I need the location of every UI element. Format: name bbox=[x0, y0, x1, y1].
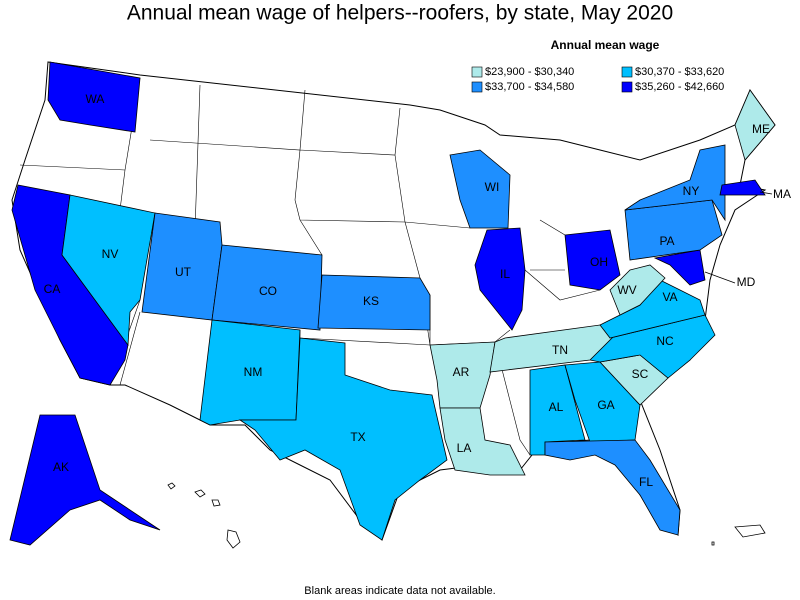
state-shape bbox=[624, 144, 726, 222]
legend-title: Annual mean wage bbox=[551, 38, 660, 52]
state-label: KS bbox=[363, 294, 379, 308]
state-label: FL bbox=[639, 475, 653, 489]
state-label: WV bbox=[617, 283, 636, 297]
state-label: LA bbox=[457, 441, 472, 455]
state-label: TX bbox=[350, 430, 365, 444]
state-label: WA bbox=[86, 92, 105, 106]
state-shape bbox=[544, 439, 681, 536]
state-label: MA bbox=[773, 187, 791, 201]
state-shape bbox=[9, 414, 161, 546]
state-label: AK bbox=[53, 460, 69, 474]
state-shape bbox=[47, 61, 141, 133]
state-shape bbox=[317, 274, 431, 331]
state-shape bbox=[439, 407, 526, 476]
footnote: Blank areas indicate data not available. bbox=[304, 585, 495, 597]
legend-swatch bbox=[471, 66, 483, 78]
state-label: PA bbox=[659, 234, 674, 248]
state-shape bbox=[564, 229, 621, 291]
states: WA CA NV UT CO KS NM TX AR LA AL GA FL SC NC TN VA WV MD OH… bbox=[9, 61, 791, 546]
state-label: NM bbox=[244, 365, 263, 379]
state-shape bbox=[449, 149, 511, 229]
state-shape bbox=[238, 337, 448, 541]
state-label: SC bbox=[632, 367, 649, 381]
legend-label: $33,700 - $34,580 bbox=[485, 81, 574, 93]
legend-label: $30,370 - $33,620 bbox=[635, 66, 724, 78]
legend-swatch bbox=[471, 81, 483, 93]
state-label: UT bbox=[175, 265, 192, 279]
state-label: OH bbox=[590, 255, 608, 269]
state-label: GA bbox=[597, 398, 614, 412]
state-label: MD bbox=[737, 275, 756, 289]
leader-lines bbox=[704, 191, 773, 284]
legend-swatch bbox=[621, 81, 633, 93]
state-label: ME bbox=[752, 122, 770, 136]
state-shape bbox=[211, 244, 323, 331]
state-shape bbox=[609, 264, 666, 316]
state-shape bbox=[719, 179, 766, 196]
state-label: VA bbox=[662, 290, 677, 304]
state-label: IL bbox=[500, 267, 510, 281]
state-shape bbox=[474, 227, 526, 331]
state-label: CA bbox=[44, 282, 61, 296]
state-label: AR bbox=[453, 365, 470, 379]
legend-label: $35,260 - $42,660 bbox=[635, 81, 724, 93]
islands bbox=[167, 482, 766, 549]
map-title: Annual mean wage of helpers--roofers, by… bbox=[127, 2, 673, 25]
state-label: CO bbox=[259, 284, 277, 298]
legend-swatch bbox=[621, 66, 633, 78]
state-label: NV bbox=[102, 247, 119, 261]
state-label: AL bbox=[549, 400, 564, 414]
state-label: TN bbox=[552, 343, 568, 357]
state-label: NY bbox=[683, 184, 700, 198]
legend: $23,900 - $30,340 $30,370 - $33,620 $33,70… bbox=[471, 66, 724, 93]
state-label: NC bbox=[656, 334, 674, 348]
state-shape bbox=[734, 89, 776, 161]
legend-label: $23,900 - $30,340 bbox=[485, 66, 574, 78]
state-label: WI bbox=[485, 180, 500, 194]
